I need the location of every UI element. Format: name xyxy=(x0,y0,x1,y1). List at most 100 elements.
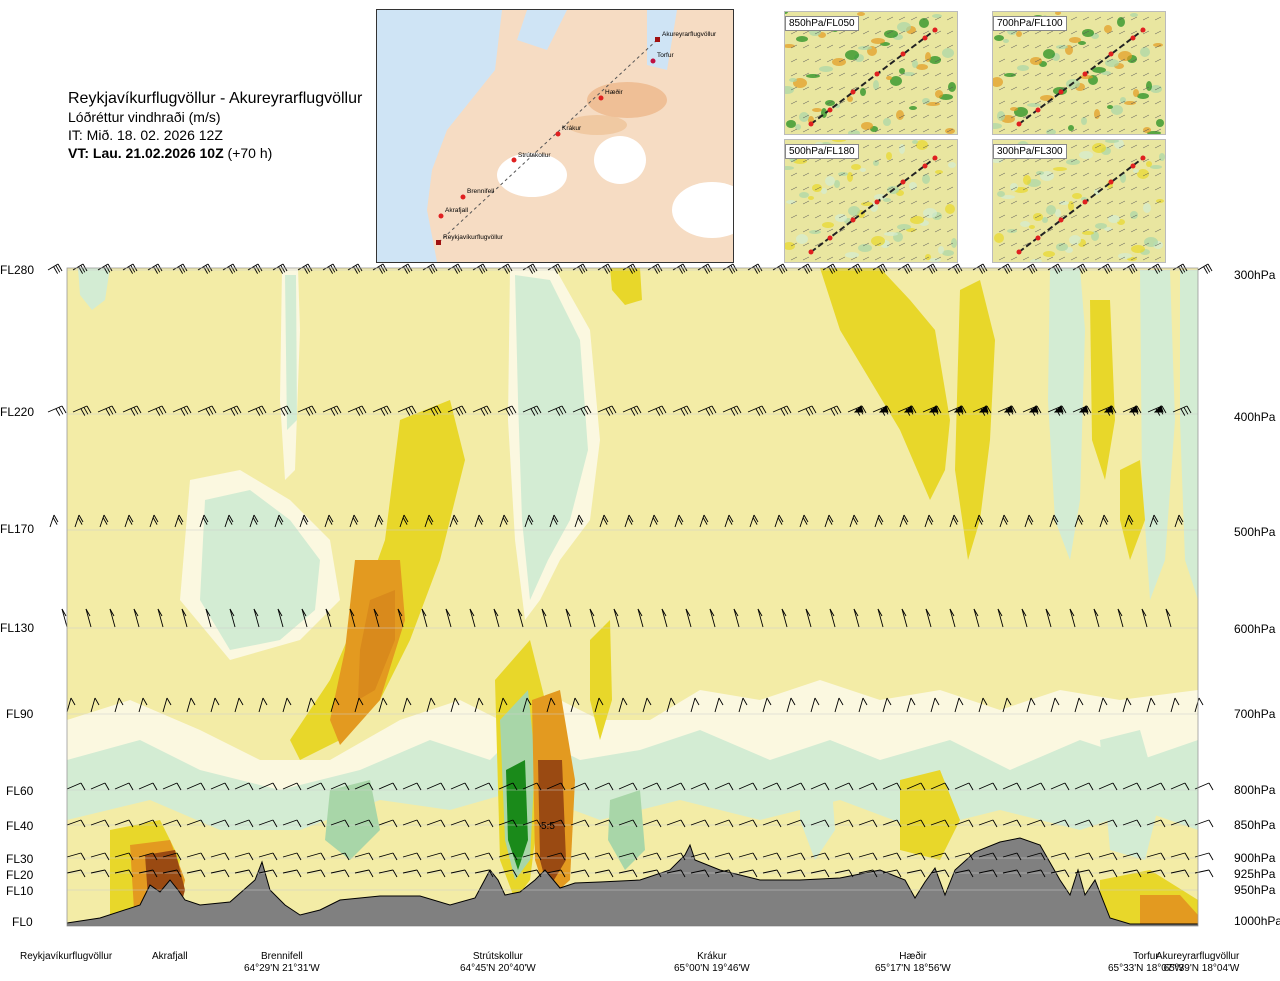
wind-barb-feather xyxy=(368,869,374,878)
wind-barb-feather xyxy=(704,852,710,861)
mini-map-barb xyxy=(1058,200,1066,205)
wind-barb-feather xyxy=(907,263,913,272)
wind-barb-feather xyxy=(980,265,986,273)
wind-barb-feather xyxy=(783,407,789,415)
mini-map-barb xyxy=(1082,128,1090,133)
mini-map-blob xyxy=(847,172,853,182)
mini-map-barb xyxy=(1022,186,1030,191)
wind-barb-feather xyxy=(1102,517,1108,525)
wind-barb xyxy=(1098,782,1114,790)
wind-barb-feather xyxy=(944,819,950,828)
mini-map-barb xyxy=(1154,114,1162,119)
mini-map-barb xyxy=(998,256,1006,261)
wind-barb xyxy=(549,514,555,528)
wind-barb-feather xyxy=(833,407,839,415)
mini-map-barb xyxy=(1058,30,1066,35)
wind-barb-feather xyxy=(1136,819,1142,828)
wind-barb xyxy=(685,608,692,628)
wind-barb-feather xyxy=(925,608,931,617)
wind-barb-feather xyxy=(882,263,888,272)
mini-map-blob xyxy=(1150,85,1162,93)
wind-barb xyxy=(722,405,738,413)
wind-barb-feather xyxy=(392,782,398,791)
wind-barb-feather xyxy=(452,517,458,525)
wind-barb-feather xyxy=(344,819,350,828)
mini-map-barb xyxy=(862,186,870,191)
wind-barb-feather xyxy=(752,517,758,525)
wind-barb xyxy=(197,405,213,413)
mini-map-blob xyxy=(994,35,1004,41)
wind-barb-feather xyxy=(630,408,636,416)
mini-map-barb xyxy=(922,72,930,77)
wind-barb-feather xyxy=(732,263,738,272)
mini-map-barb xyxy=(1118,72,1126,77)
mini-map-blob xyxy=(1010,183,1018,191)
wind-barb xyxy=(697,263,709,271)
wind-barb xyxy=(829,608,836,628)
wind-barb-feather xyxy=(118,697,124,706)
wind-barb-feather xyxy=(368,819,374,828)
wind-barb-feather xyxy=(202,517,208,525)
mini-map-barb xyxy=(838,186,846,191)
mini-map-blob xyxy=(993,123,1002,129)
mini-map-barb xyxy=(1034,242,1042,247)
wind-barb-feather xyxy=(286,697,292,706)
wind-barb-feather xyxy=(133,608,139,617)
wind-barb xyxy=(572,263,584,271)
mini-map-barb xyxy=(1034,228,1042,233)
wind-barb xyxy=(999,514,1005,528)
hpa-label-300: 300hPa xyxy=(1234,268,1276,282)
wind-barb xyxy=(354,852,370,858)
mini-map-barb xyxy=(1154,144,1162,149)
wind-barb-feather xyxy=(1130,265,1136,273)
wind-barb-feather xyxy=(957,263,963,272)
mini-map-blob xyxy=(1146,161,1152,167)
wind-barb-feather xyxy=(755,408,761,416)
mini-map-barb xyxy=(998,44,1006,49)
wind-barb-feather xyxy=(992,782,998,791)
mini-map-barb xyxy=(1034,214,1042,219)
mini-map-barb xyxy=(1010,100,1018,105)
wind-barb-feather xyxy=(670,697,676,706)
wind-barb xyxy=(199,514,205,528)
mini-map-blob xyxy=(922,174,930,184)
mini-map-barb xyxy=(790,186,798,191)
wind-barb-feather xyxy=(536,869,542,878)
mini-map-barb xyxy=(1130,158,1138,163)
mini-map-barb xyxy=(1082,58,1090,63)
wind-barb-feather xyxy=(109,608,115,617)
wind-barb-feather xyxy=(805,608,811,617)
wind-barb-feather xyxy=(392,819,398,828)
mini-map-barb xyxy=(1106,86,1114,91)
wind-barb xyxy=(274,514,280,528)
mini-map-barb xyxy=(1022,114,1030,119)
wind-barb-feather xyxy=(1007,263,1013,272)
wind-barb xyxy=(472,263,484,271)
mini-map-blob xyxy=(997,111,1005,121)
wind-barb-feather xyxy=(1184,869,1190,878)
wind-barb-feather xyxy=(402,517,408,525)
wind-barb-feather xyxy=(709,608,715,617)
mini-map-barb xyxy=(790,86,798,91)
wind-barb-feather xyxy=(677,517,683,525)
wind-barb-feather xyxy=(992,869,998,878)
mini-map-barb xyxy=(862,16,870,21)
wind-barb-feather xyxy=(488,782,494,791)
mini-map-blob xyxy=(1056,243,1068,251)
mini-map-barb xyxy=(1010,242,1018,247)
wind-barb xyxy=(594,852,610,858)
mini-map-waypoint xyxy=(850,217,856,223)
wind-barb-feather xyxy=(305,265,311,273)
mini-map-blob xyxy=(858,46,872,50)
mini-map-barb xyxy=(1106,144,1114,149)
wind-barb-feather xyxy=(704,869,710,878)
wind-barb xyxy=(330,852,346,858)
mini-map-blob xyxy=(796,36,808,42)
wind-barb-feather xyxy=(307,263,313,272)
mini-map-waypoint xyxy=(1108,51,1114,57)
wind-barb-feather xyxy=(464,782,470,791)
mini-map-barb xyxy=(1154,200,1162,205)
mini-map-barb xyxy=(826,44,834,49)
wind-barb-feather xyxy=(1040,852,1046,861)
wind-barb-feather xyxy=(920,782,926,791)
